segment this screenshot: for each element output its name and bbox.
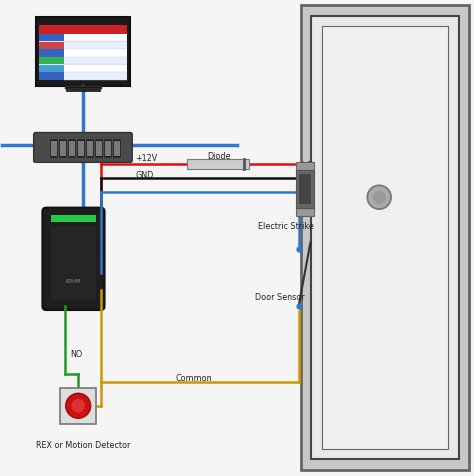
Bar [322, 27, 448, 449]
Bar [51, 141, 57, 157]
Bar [39, 50, 64, 58]
Bar [187, 159, 249, 170]
Bar [87, 141, 92, 157]
Bar [39, 26, 127, 35]
Bar [64, 43, 127, 50]
Bar [64, 50, 127, 58]
Bar [296, 162, 314, 171]
FancyBboxPatch shape [42, 208, 104, 310]
Bar [51, 226, 96, 302]
Text: Door Sensor: Door Sensor [255, 293, 305, 302]
Circle shape [66, 394, 91, 418]
Bar [60, 141, 65, 157]
Bar [61, 388, 96, 424]
Bar [39, 58, 64, 65]
Bar [64, 66, 127, 73]
Bar [39, 43, 64, 50]
Bar [39, 35, 64, 42]
Bar [296, 208, 314, 217]
Bar [68, 139, 75, 159]
Bar [64, 73, 127, 80]
Text: Electric Strike: Electric Strike [258, 222, 314, 231]
Circle shape [374, 192, 385, 204]
Text: Diode: Diode [207, 152, 231, 161]
Bar [51, 216, 96, 222]
Text: NO: NO [71, 350, 83, 358]
Bar [78, 141, 83, 157]
Text: REX or Motion Detector: REX or Motion Detector [36, 440, 130, 449]
Bar [299, 174, 311, 205]
Bar [39, 73, 64, 80]
Bar [50, 139, 58, 159]
Bar [77, 139, 84, 159]
Bar [39, 26, 127, 80]
Bar [301, 6, 469, 470]
Bar [36, 18, 130, 87]
Bar [95, 139, 102, 159]
Bar [64, 58, 127, 65]
Bar [311, 17, 459, 459]
Bar [59, 139, 66, 159]
Bar [96, 141, 101, 157]
Bar [114, 141, 119, 157]
Bar [64, 35, 127, 42]
Text: GND: GND [135, 171, 154, 180]
Bar [113, 139, 120, 159]
Bar [39, 66, 64, 73]
Bar [86, 139, 93, 159]
Bar [66, 88, 100, 91]
FancyBboxPatch shape [34, 133, 132, 163]
Bar [105, 141, 110, 157]
Circle shape [72, 400, 84, 412]
Bar [104, 139, 111, 159]
Text: ROHM: ROHM [66, 278, 81, 283]
Bar [296, 171, 314, 208]
Text: +12V: +12V [135, 154, 157, 163]
Text: Common: Common [175, 373, 212, 382]
Bar [69, 141, 75, 157]
Circle shape [367, 186, 391, 209]
